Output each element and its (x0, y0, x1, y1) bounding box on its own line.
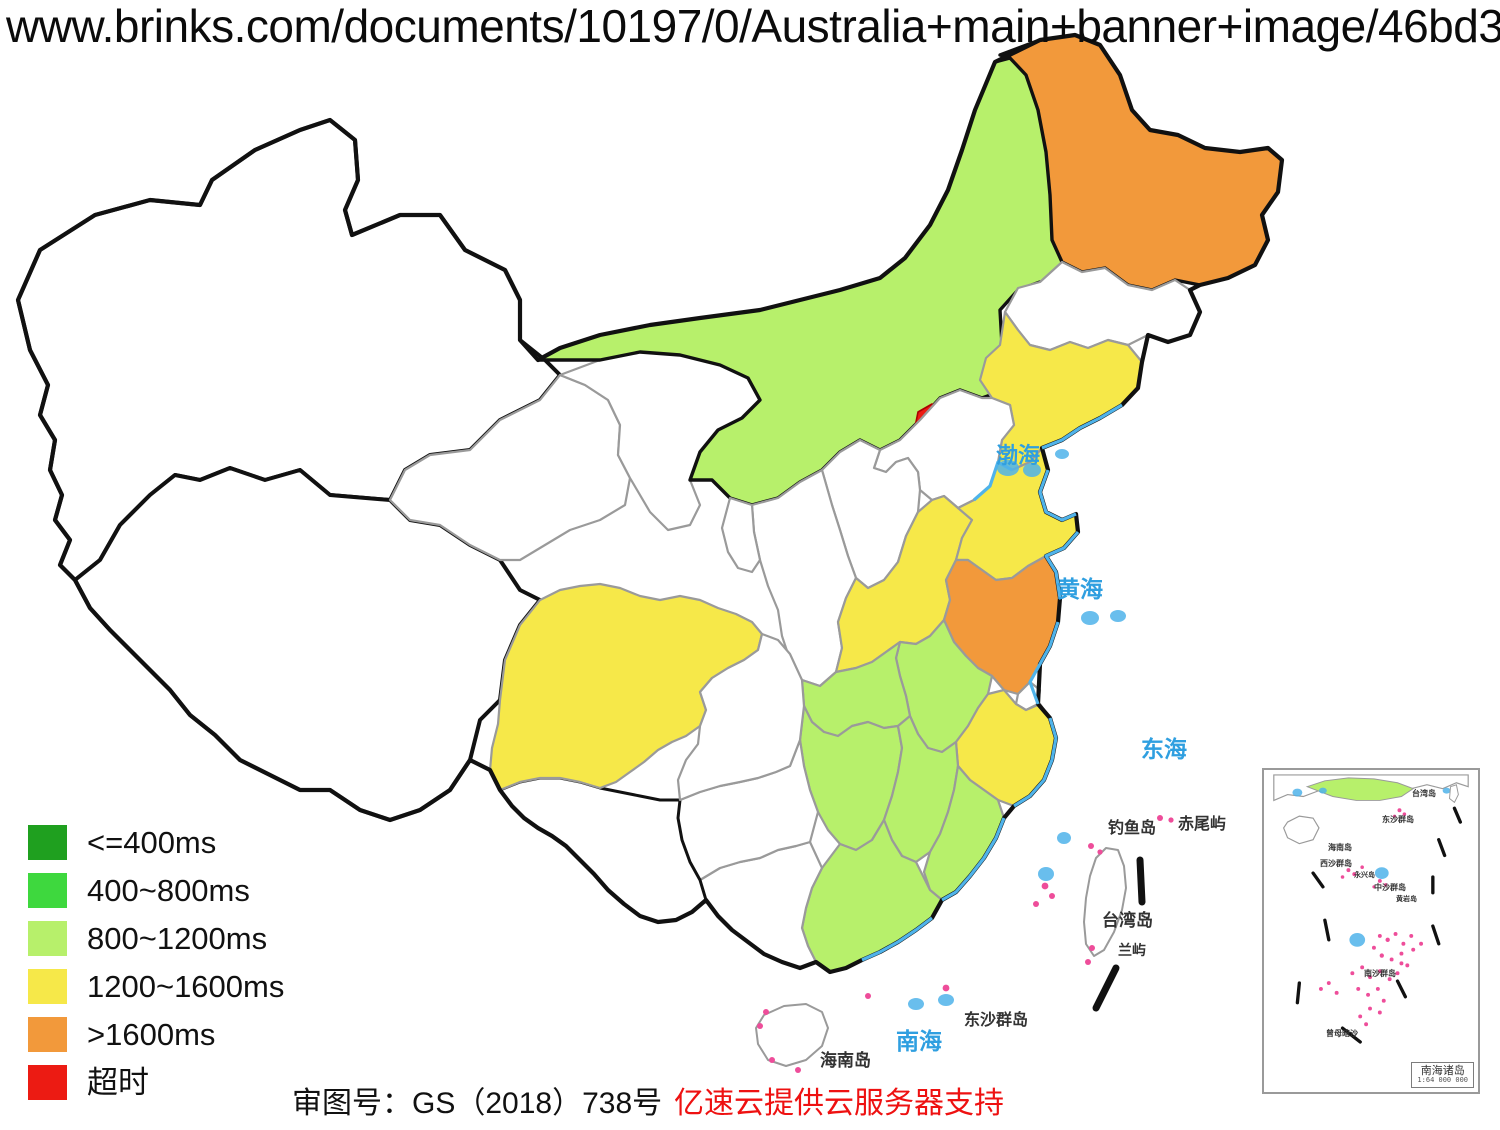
national-boundary (15, 32, 1285, 975)
legend-swatch (28, 1064, 67, 1100)
inset-title: 南海诸岛 (1420, 1064, 1465, 1078)
south-china-sea-inset[interactable]: 台湾岛 东沙群岛 海南岛 西沙群岛 永兴岛 中沙群岛 黄岩岛 南沙群岛 曾母暗沙… (1262, 768, 1480, 1094)
legend: <=400ms 400~800ms 800~1200ms 1200~1600ms… (28, 818, 284, 1106)
sea-label-east: 东海 (1141, 737, 1187, 763)
inset-label-zengmu: 曾母暗沙 (1326, 1029, 1358, 1038)
nine-dash-line (1092, 856, 1146, 1012)
island-label-diaoyu: 钓鱼岛 (1108, 818, 1157, 837)
inset-label-yongxing: 永兴岛 (1354, 871, 1375, 879)
map-approval-number: 审图号：GS（2018）738号 (292, 1087, 663, 1120)
legend-label: <=400ms (87, 824, 217, 860)
province-hainan[interactable] (755, 1003, 829, 1067)
legend-swatch (28, 824, 67, 860)
inset-map-graphic (1273, 774, 1469, 1044)
legend-swatch (28, 920, 67, 956)
water-bodies (908, 449, 1126, 1010)
inset-scale: 1:64 000 000 (1417, 1075, 1468, 1084)
sponsor-watermark: 亿速云提供云服务器支持 (674, 1087, 1004, 1120)
legend-swatch (28, 968, 67, 1004)
sea-label-south: 南海 (896, 1029, 942, 1055)
island-label-taiwan: 台湾岛 (1102, 911, 1153, 931)
inset-label-zhongsha: 中沙群岛 (1374, 883, 1406, 892)
legend-row[interactable]: 400~800ms (28, 866, 284, 914)
legend-row[interactable]: 800~1200ms (28, 914, 284, 962)
legend-label: 超时 (87, 1064, 149, 1100)
inset-scale-box: 南海诸岛 1:64 000 000 (1411, 1062, 1474, 1088)
legend-label: 400~800ms (87, 872, 250, 908)
inset-label-nansha: 南沙群岛 (1364, 969, 1396, 978)
legend-swatch (28, 872, 67, 908)
sea-label-yellow: 黄海 (1057, 577, 1103, 603)
province-yunnan[interactable] (498, 776, 708, 924)
island-label-dongsha: 东沙群岛 (964, 1010, 1029, 1029)
legend-swatch (28, 1016, 67, 1052)
inset-label-dongsha: 东沙群岛 (1382, 815, 1414, 824)
url-watermark: www.brinks.com/documents/10197/0/Austral… (6, 0, 1500, 52)
province-ningxia[interactable] (720, 496, 762, 574)
province-taiwan[interactable] (1083, 847, 1127, 957)
legend-label: 800~1200ms (87, 920, 268, 956)
legend-row[interactable]: >1600ms (28, 1010, 284, 1058)
legend-label: >1600ms (87, 1016, 216, 1052)
inset-label-huangyan: 黄岩岛 (1396, 895, 1417, 903)
inset-label-xisha: 西沙群岛 (1320, 859, 1352, 868)
islet-markers (757, 815, 1174, 1073)
island-label-chiwei: 赤尾屿 (1178, 814, 1227, 833)
inset-label-hainan: 海南岛 (1328, 843, 1352, 852)
sea-label-bohai: 渤海 (996, 444, 1041, 469)
island-label-lanyu: 兰屿 (1118, 943, 1146, 959)
inset-label-taiwan: 台湾岛 (1412, 789, 1436, 798)
legend-row[interactable]: <=400ms (28, 818, 284, 866)
legend-row[interactable]: 1200~1600ms (28, 962, 284, 1010)
island-label-hainan: 海南岛 (820, 1051, 871, 1071)
province-chongqing[interactable] (676, 632, 806, 802)
legend-label: 1200~1600ms (87, 968, 285, 1004)
legend-row[interactable]: 超时 (28, 1058, 284, 1106)
